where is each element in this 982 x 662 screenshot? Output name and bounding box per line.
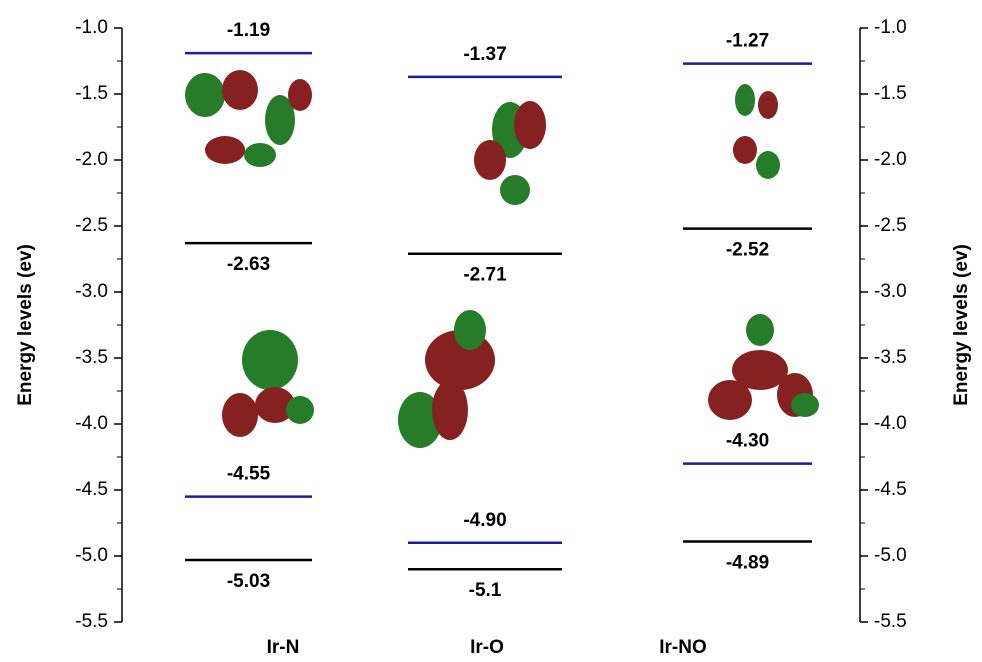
value-label: -4.90 bbox=[463, 510, 506, 531]
y-tick-label: -3.5 bbox=[75, 347, 108, 368]
orbital-sketches bbox=[185, 70, 819, 448]
y-axis-label: Energy levels (ev) bbox=[15, 244, 36, 406]
y-tick-label: -4.0 bbox=[75, 413, 108, 434]
y2-tick-label: -4.0 bbox=[874, 413, 907, 434]
y-tick-label: -5.0 bbox=[75, 545, 108, 566]
y-tick-label: -4.5 bbox=[75, 479, 108, 500]
value-label: -5.1 bbox=[469, 580, 502, 601]
value-label: -4.30 bbox=[726, 431, 769, 452]
value-label: -2.52 bbox=[726, 240, 769, 261]
y2-tick-label: -2.5 bbox=[874, 215, 907, 236]
value-label: -2.71 bbox=[463, 265, 507, 286]
y2-tick-label: -5.0 bbox=[874, 545, 907, 566]
y-tick-label: -1.0 bbox=[75, 17, 108, 38]
category-label: Ir-O bbox=[470, 637, 504, 658]
y2-tick-label: -4.5 bbox=[874, 479, 907, 500]
y2-tick-label: -3.0 bbox=[874, 281, 907, 302]
y2-tick-label: -3.5 bbox=[874, 347, 907, 368]
y-tick-label: -2.5 bbox=[75, 215, 108, 236]
value-label: -1.27 bbox=[726, 31, 769, 52]
y-tick-label: -1.5 bbox=[75, 83, 108, 104]
y2-tick-label: -2.0 bbox=[874, 149, 907, 170]
value-label: -1.37 bbox=[463, 44, 506, 65]
y2-tick-label: -1.5 bbox=[874, 83, 907, 104]
value-label: -1.19 bbox=[227, 20, 270, 41]
chart: Energy levels (ev) Energy levels (ev) -1… bbox=[0, 0, 982, 662]
y2-axis-label: Energy levels (ev) bbox=[951, 244, 972, 406]
value-label: -2.63 bbox=[227, 254, 270, 275]
y-tick-label: -2.0 bbox=[75, 149, 108, 170]
category-label: Ir-NO bbox=[659, 637, 707, 658]
category-label: Ir-N bbox=[267, 637, 300, 658]
value-label: -4.55 bbox=[227, 464, 271, 485]
y-tick-label: -5.5 bbox=[75, 611, 108, 632]
y2-tick-label: -1.0 bbox=[874, 17, 907, 38]
y2-tick-label: -5.5 bbox=[874, 611, 907, 632]
y-tick-label: -3.0 bbox=[75, 281, 108, 302]
value-label: -5.03 bbox=[227, 571, 270, 592]
value-label: -4.89 bbox=[726, 552, 769, 573]
